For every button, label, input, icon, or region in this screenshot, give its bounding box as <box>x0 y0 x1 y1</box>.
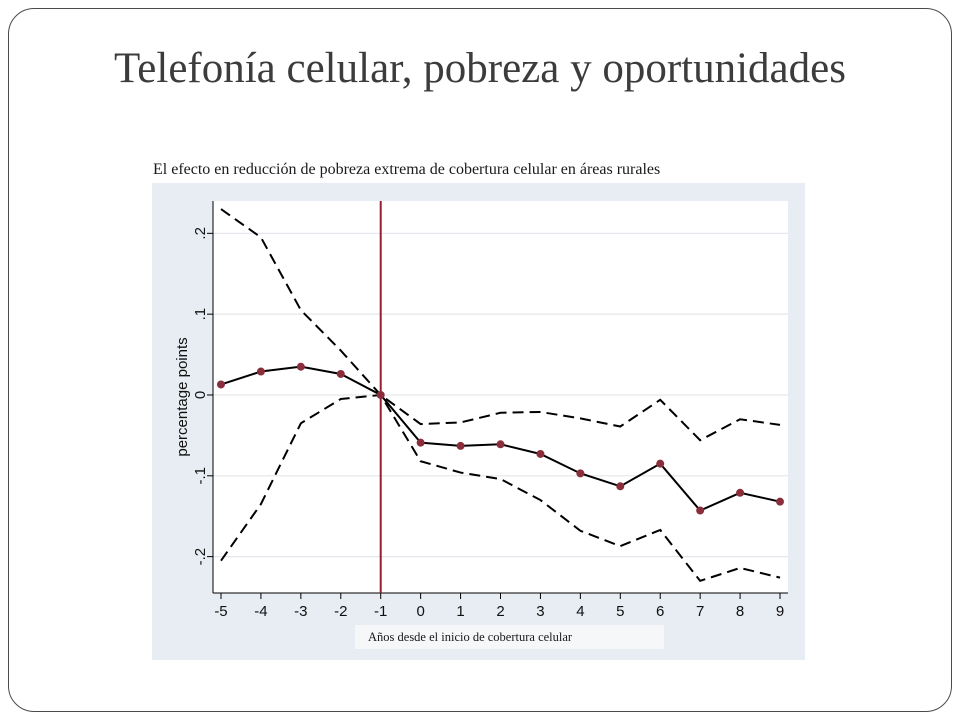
y-tick-label: 0 <box>192 391 209 399</box>
x-tick-label: 7 <box>696 603 704 620</box>
x-axis-label-box <box>355 625 664 649</box>
data-point <box>776 497 785 506</box>
x-tick-label: -2 <box>334 603 347 620</box>
data-point <box>296 362 305 371</box>
data-point <box>336 369 345 378</box>
chart-svg: -5 -4 -3 -2 -1 0 1 2 3 4 5 6 7 8 9 -.2 -.1 0 .1 .2 percent… <box>152 183 805 660</box>
x-tick-label: 6 <box>656 603 664 620</box>
x-tick-label: 4 <box>576 603 584 620</box>
x-axis-label: Años desde el inicio de cobertura celula… <box>368 630 573 644</box>
data-point <box>696 506 705 515</box>
markers-group <box>216 362 785 515</box>
data-point <box>496 440 505 449</box>
data-point <box>736 488 745 497</box>
plot-area <box>213 201 788 593</box>
data-point <box>616 482 625 491</box>
data-point <box>416 438 425 447</box>
data-point <box>216 380 225 389</box>
x-tick-label: -1 <box>374 603 387 620</box>
data-point <box>656 459 665 468</box>
data-point <box>256 367 265 376</box>
data-point <box>536 449 545 458</box>
lower-ci-line <box>220 393 781 583</box>
chart: -5 -4 -3 -2 -1 0 1 2 3 4 5 6 7 8 9 -.2 -.1 0 .1 .2 percent… <box>152 183 805 660</box>
slide-title: Telefonía celular, pobreza y oportunidad… <box>114 45 846 92</box>
x-tick-label: 5 <box>616 603 624 620</box>
x-tick-label: 9 <box>776 603 784 620</box>
y-tick-label: -.1 <box>192 467 209 485</box>
grid-lines <box>213 232 788 558</box>
data-point <box>376 390 385 399</box>
chart-title: El efecto en reducción de pobreza extrem… <box>153 161 661 178</box>
y-tick-label: .1 <box>192 308 209 321</box>
x-tick-label: 1 <box>456 603 464 620</box>
x-tick-label: 0 <box>416 603 424 620</box>
data-point <box>576 469 585 478</box>
y-tick-label: .2 <box>192 227 209 240</box>
y-axis-label: percentage points <box>174 337 191 456</box>
x-tick-labels: -5 -4 -3 -2 -1 0 1 2 3 4 5 6 7 8 9 <box>214 593 784 620</box>
x-tick-label: -3 <box>294 603 307 620</box>
x-tick-label: 2 <box>496 603 504 620</box>
data-point <box>456 441 465 450</box>
x-tick-label: 3 <box>536 603 544 620</box>
upper-ci-line <box>220 208 781 442</box>
y-tick-label: -.2 <box>192 548 209 566</box>
x-tick-label: -5 <box>214 603 227 620</box>
x-tick-label: -4 <box>254 603 267 620</box>
x-tick-label: 8 <box>736 603 744 620</box>
y-tick-labels: -.2 -.1 0 .1 .2 <box>192 227 213 565</box>
